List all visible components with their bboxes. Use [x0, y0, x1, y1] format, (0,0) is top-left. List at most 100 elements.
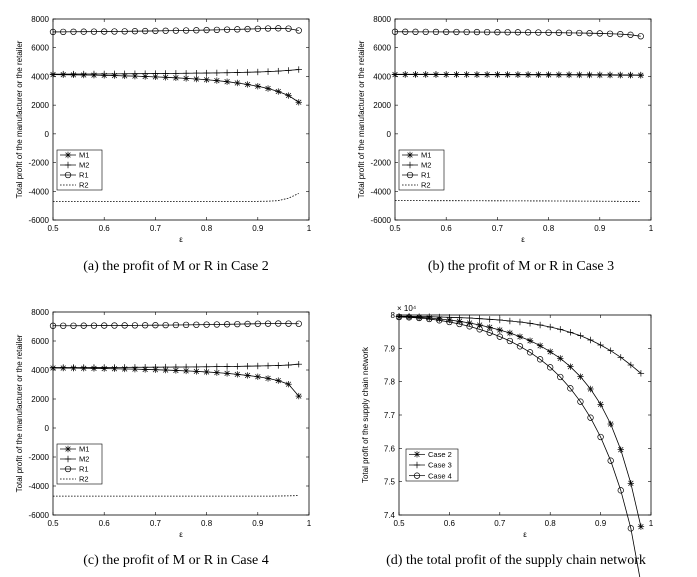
data-point [275, 25, 282, 32]
data-point [70, 28, 77, 35]
data-point [172, 367, 180, 374]
data-point [244, 363, 251, 370]
series-case-4 [395, 313, 641, 577]
legend-box [398, 149, 445, 191]
data-point [524, 71, 532, 78]
legend-marker [406, 171, 414, 179]
series-line [53, 495, 299, 497]
data-point [466, 323, 473, 330]
data-point [60, 70, 67, 78]
data-point [617, 30, 624, 38]
data-point [443, 71, 450, 78]
data-point [162, 321, 169, 329]
data-point [484, 28, 491, 36]
y-tick-label: 8 [391, 311, 396, 320]
data-point [244, 372, 251, 379]
data-point [627, 71, 634, 79]
x-tick-label: 1 [307, 519, 312, 528]
data-point [131, 70, 139, 77]
x-tick-label: 0.5 [389, 224, 401, 233]
plot-area-frame [398, 314, 652, 516]
data-point [496, 316, 503, 324]
data-point [506, 337, 514, 345]
data-point [234, 79, 241, 87]
series-line [52, 27, 299, 33]
data-point [637, 33, 644, 40]
data-point [254, 320, 261, 327]
data-point [443, 28, 450, 36]
x-tick-label: 0.7 [150, 224, 162, 233]
data-point [213, 69, 221, 77]
data-point [456, 320, 463, 328]
y-axis-label: Total profit of the manufacturer or the … [357, 40, 366, 198]
legend-marker [64, 465, 72, 473]
data-point [516, 318, 524, 326]
data-point [49, 322, 57, 329]
data-point [557, 373, 564, 381]
y-tick-label: 0 [387, 130, 392, 139]
x-axis-label: ε [179, 530, 183, 539]
data-point [80, 28, 87, 35]
data-point [285, 320, 292, 327]
data-point [142, 27, 149, 35]
figure-caption: (b) the profit of M or R in Case 3 [428, 259, 614, 274]
y-tick-label: 0 [45, 130, 50, 139]
data-point [80, 70, 87, 78]
x-axis-label: ε [179, 235, 183, 244]
data-point [466, 314, 473, 322]
y-tick-label: 2000 [31, 395, 49, 404]
data-point [213, 26, 220, 33]
y-tick-label: 8000 [31, 308, 49, 317]
legend-marker [64, 171, 72, 179]
series-case-3 [395, 313, 645, 377]
data-point [526, 349, 534, 356]
legend-box [56, 149, 103, 191]
data-point [193, 27, 200, 34]
series-r1 [49, 25, 302, 36]
data-point [49, 28, 57, 36]
data-point [463, 28, 470, 36]
data-point [545, 71, 552, 78]
data-point [587, 414, 594, 421]
data-point [415, 313, 423, 320]
legend-label: R1 [79, 171, 89, 180]
data-point [275, 67, 282, 75]
data-point [536, 321, 544, 329]
data-point [587, 385, 594, 393]
y-tick-label: -2000 [29, 453, 50, 462]
y-tick-label: 7.5 [384, 478, 396, 487]
data-point [496, 333, 503, 340]
legend-label: R2 [421, 181, 431, 190]
series-line [398, 316, 642, 527]
data-point [476, 326, 483, 333]
data-point [295, 27, 302, 34]
data-point [111, 364, 118, 371]
x-tick-label: 0.8 [201, 224, 213, 233]
x-tick-label: 0.6 [444, 519, 456, 528]
y-tick-label: 8000 [373, 15, 391, 24]
data-point [627, 361, 635, 369]
data-point [101, 322, 108, 329]
data-point [60, 28, 67, 35]
data-point [524, 29, 532, 36]
data-point [234, 320, 241, 328]
data-point [453, 28, 460, 36]
legend-marker [413, 451, 421, 458]
data-point [90, 28, 98, 35]
data-point [473, 71, 481, 78]
y-tick-label: 6000 [373, 44, 391, 53]
series-r1 [391, 28, 644, 40]
data-point [244, 81, 251, 88]
series-m2 [49, 66, 302, 78]
data-point [476, 315, 483, 322]
series-line [52, 323, 299, 327]
data-point [526, 337, 534, 344]
data-point [111, 70, 118, 78]
data-point [193, 363, 200, 371]
data-point [446, 318, 453, 326]
data-point [597, 433, 604, 441]
data-point [101, 70, 108, 78]
y-tick-label: 2000 [373, 101, 391, 110]
